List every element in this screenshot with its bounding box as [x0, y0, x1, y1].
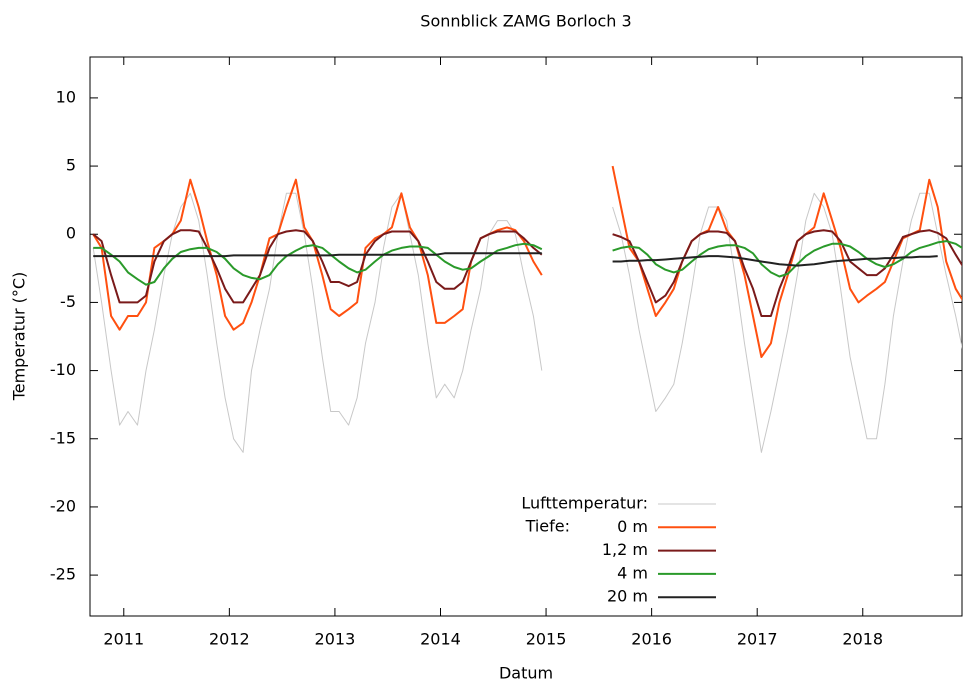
y-axis-label: Temperatur (°C)	[10, 272, 29, 402]
legend-label: 0 m	[617, 517, 648, 536]
y-tick-label: -5	[60, 292, 76, 311]
y-tick-label: -25	[50, 565, 76, 584]
y-tick-label: 0	[66, 224, 76, 243]
x-axis-label: Datum	[499, 664, 553, 683]
chart-title: Sonnblick ZAMG Borloch 3	[420, 12, 631, 31]
legend-label: Lufttemperatur:	[521, 494, 648, 513]
x-tick-label: 2016	[631, 630, 672, 649]
y-tick-label: -15	[50, 428, 76, 447]
y-tick-label: 10	[56, 87, 76, 106]
y-tick-label: 5	[66, 156, 76, 175]
x-tick-label: 2015	[526, 630, 567, 649]
x-tick-label: 2011	[103, 630, 144, 649]
y-tick-label: -20	[50, 496, 76, 515]
x-tick-label: 2018	[842, 630, 883, 649]
series-line	[92, 192, 962, 453]
legend-title: Tiefe:	[525, 517, 570, 536]
x-tick-label: 2012	[209, 630, 250, 649]
legend-label: 20 m	[607, 587, 648, 606]
x-tick-label: 2013	[315, 630, 356, 649]
legend-label: 1,2 m	[602, 540, 648, 559]
series-line	[92, 229, 962, 317]
x-tick-label: 2017	[737, 630, 778, 649]
series-line	[93, 252, 938, 267]
y-tick-label: -10	[50, 360, 76, 379]
series-line	[93, 240, 962, 286]
plot-area	[92, 165, 962, 453]
legend-label: 4 m	[617, 563, 648, 582]
x-tick-label: 2014	[420, 630, 461, 649]
plot-frame	[89, 56, 963, 617]
